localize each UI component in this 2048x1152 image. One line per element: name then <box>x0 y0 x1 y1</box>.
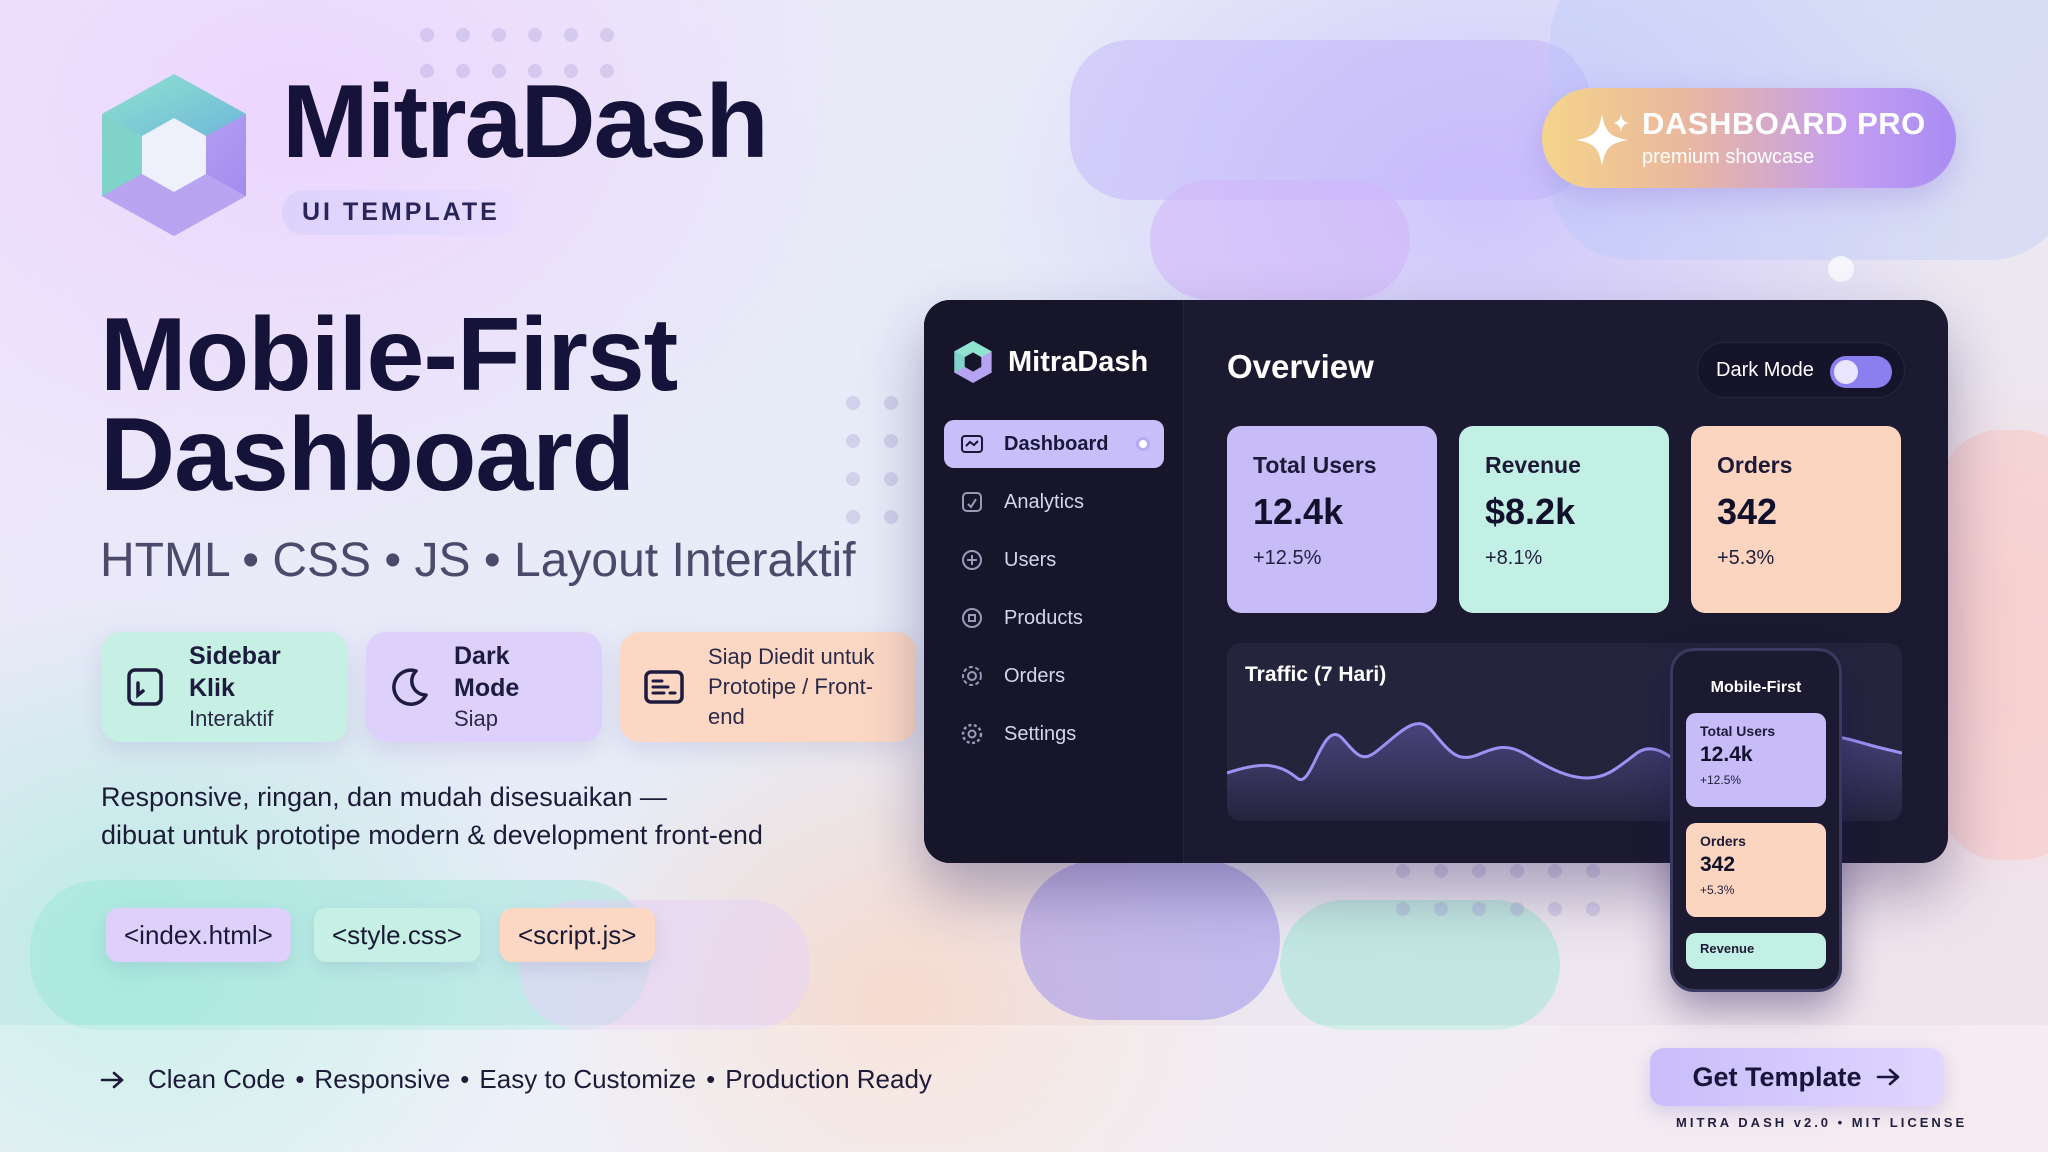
footer-item: Clean Code <box>148 1064 286 1094</box>
footer-separator: • <box>460 1064 470 1094</box>
footer-item: Easy to Customize <box>479 1064 697 1094</box>
sidebar-item-products[interactable]: Products <box>944 594 1164 642</box>
stat-card-total-users: Total Users 12.4k +12.5% <box>1227 426 1437 613</box>
active-indicator <box>1136 437 1150 451</box>
feature-title: Sidebar Klik <box>189 642 281 702</box>
footer-separator: • <box>295 1064 305 1094</box>
code-window-icon <box>644 670 684 704</box>
feature-subtitle: Siap <box>454 706 499 731</box>
mobile-card-total-users: Total Users 12.4k +12.5% <box>1686 713 1826 807</box>
analytics-icon <box>962 492 982 512</box>
get-template-label: Get Template <box>1692 1061 1862 1092</box>
sidebar-item-label: Products <box>1004 606 1083 629</box>
description: Responsive, ringan, dan mudah disesuaika… <box>101 778 763 854</box>
sidebar-item-label: Settings <box>1004 722 1077 745</box>
brand-title: MitraDash <box>282 64 769 180</box>
moon-icon <box>392 668 428 706</box>
feature-title: Dark Mode <box>454 642 520 702</box>
users-icon <box>962 550 982 570</box>
dark-mode-label: Dark Mode <box>1716 358 1814 381</box>
stat-change: +12.5% <box>1253 547 1322 569</box>
arrow-right-icon <box>100 1071 124 1088</box>
arrow-right-icon <box>1876 1068 1899 1086</box>
file-chip-style-css: <style.css> <box>314 908 481 962</box>
stat-value: $8.2k <box>1485 491 1576 532</box>
mitradash-logo-icon <box>102 74 246 236</box>
pro-badge-title: DASHBOARD PRO <box>1642 106 1926 141</box>
stat-value: 12.4k <box>1253 491 1344 532</box>
mobile-mockup: Mobile-First Total Users 12.4k +12.5% Or… <box>1670 648 1842 992</box>
sidebar-item-label: Analytics <box>1004 490 1085 513</box>
sidebar-brand: MitraDash <box>952 340 1148 384</box>
footer-separator: • <box>706 1064 716 1094</box>
footer-item: Responsive <box>314 1064 451 1094</box>
hero-line-2: Dashboard <box>100 397 635 513</box>
get-template-button[interactable]: Get Template <box>1650 1048 1944 1106</box>
orders-icon <box>962 666 982 686</box>
mitradash-logo-icon <box>954 341 992 383</box>
description-line-1: Responsive, ringan, dan mudah disesuaika… <box>101 782 667 812</box>
feature-card-editable: Siap Diedit untuk Prototipe / Front-end <box>620 632 916 742</box>
mobile-card-orders: Orders 342 +5.3% <box>1686 823 1826 917</box>
pro-badge-subtitle: premium showcase <box>1642 146 1815 168</box>
feature-subtitle: Interaktif <box>189 706 274 731</box>
stat-label: Revenue <box>1485 452 1581 478</box>
mobile-card-change: +12.5% <box>1700 773 1742 787</box>
mobile-card-revenue: Revenue <box>1686 933 1826 969</box>
hero-headline: Mobile-First Dashboard <box>100 297 678 513</box>
stat-value: 342 <box>1717 491 1778 532</box>
feature-card-dark-mode: Dark Mode Siap <box>366 632 602 742</box>
feature-subtitle: Prototipe / Front-end <box>708 674 874 729</box>
stat-change: +8.1% <box>1485 547 1543 569</box>
sidebar-item-label: Orders <box>1004 664 1066 687</box>
hero-line-1: Mobile-First <box>100 297 678 413</box>
settings-icon <box>961 723 983 745</box>
dashboard-pro-badge: DASHBOARD PRO premium showcase <box>1542 88 1956 188</box>
sidebar-item-settings[interactable]: Settings <box>944 710 1164 758</box>
sidebar-brand-name: MitraDash <box>1008 345 1149 378</box>
sidebar-item-label: Users <box>1004 548 1057 571</box>
hero-subtitle: HTML • CSS • JS • Layout Interaktif <box>100 534 856 587</box>
file-chip-script-js: <script.js> <box>500 908 655 962</box>
license-text: MITRA DASH v2.0 • MIT LICENSE <box>1676 1115 1968 1130</box>
brand-tag: UI TEMPLATE <box>282 190 520 235</box>
stat-card-orders: Orders 342 +5.3% <box>1691 426 1901 613</box>
sidebar-item-users[interactable]: Users <box>944 536 1164 584</box>
sidebar-item-analytics[interactable]: Analytics <box>944 478 1164 526</box>
feature-title: Siap Diedit untuk <box>708 644 875 669</box>
stat-label: Total Users <box>1253 452 1377 478</box>
sidebar-icon <box>127 668 163 706</box>
dashboard-icon <box>961 435 983 453</box>
sparkle-icon <box>1576 114 1629 166</box>
stat-label: Orders <box>1717 452 1793 478</box>
traffic-title: Traffic (7 Hari) <box>1245 663 1387 686</box>
mobile-card-label: Total Users <box>1700 723 1776 739</box>
feature-card-sidebar: Sidebar Klik Interaktif <box>101 632 348 742</box>
dashboard-sidebar: MitraDash Dashboard Analytics Users Prod… <box>924 300 1184 863</box>
sidebar-item-dashboard[interactable]: Dashboard <box>944 420 1164 468</box>
description-line-2: dibuat untuk prototipe modern & developm… <box>101 820 763 850</box>
footer-item: Production Ready <box>725 1064 932 1094</box>
mobile-card-label: Revenue <box>1700 941 1755 956</box>
mobile-card-value: 342 <box>1700 853 1736 876</box>
file-chip-index-html: <index.html> <box>106 908 291 962</box>
mobile-title: Mobile-First <box>1710 679 1802 696</box>
sidebar-item-orders[interactable]: Orders <box>944 652 1164 700</box>
sidebar-item-label: Dashboard <box>1004 432 1109 455</box>
mobile-card-change: +5.3% <box>1700 883 1735 897</box>
mobile-card-label: Orders <box>1700 833 1746 849</box>
overview-title: Overview <box>1227 348 1374 385</box>
stat-change: +5.3% <box>1717 547 1775 569</box>
stat-card-revenue: Revenue $8.2k +8.1% <box>1459 426 1669 613</box>
dark-mode-toggle[interactable] <box>1830 356 1892 388</box>
products-icon <box>962 608 982 628</box>
footer-features: Clean Code • Responsive • Easy to Custom… <box>100 1064 932 1095</box>
dark-mode-control: Dark Mode <box>1697 342 1905 398</box>
mobile-card-value: 12.4k <box>1700 743 1753 766</box>
